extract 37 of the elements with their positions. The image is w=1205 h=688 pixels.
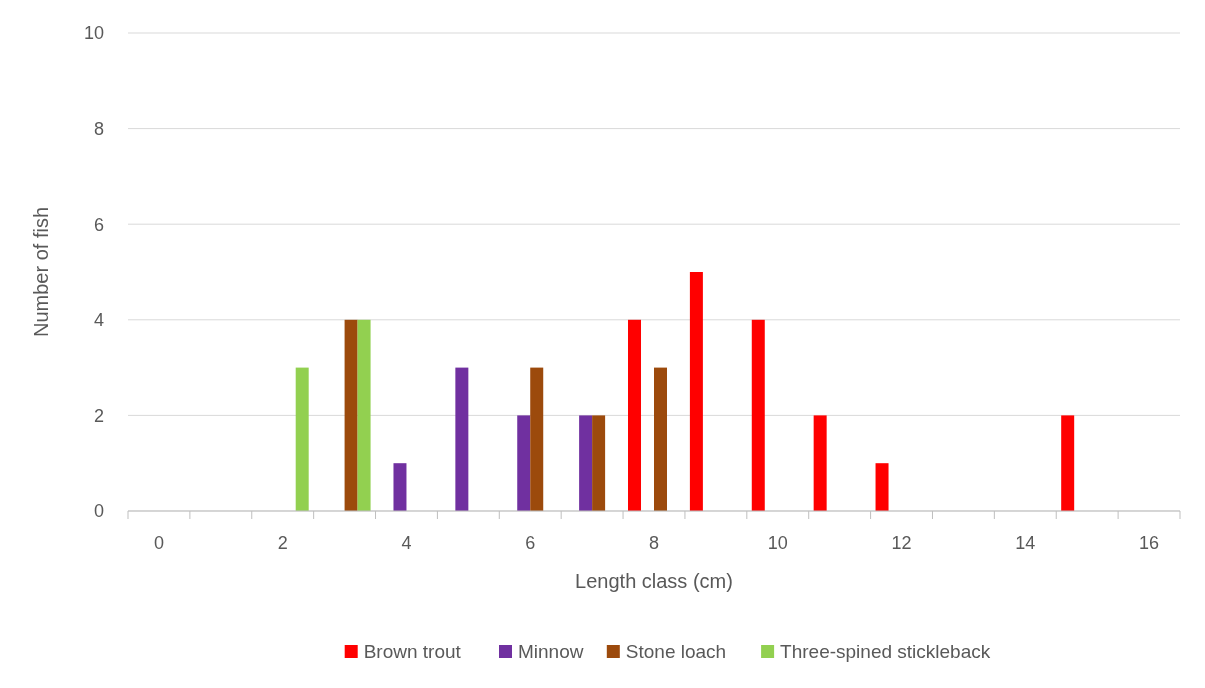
x-tick-label: 4 — [401, 533, 412, 553]
y-tick-label: 6 — [93, 214, 104, 235]
x-tick-label: 2 — [277, 533, 288, 553]
bar — [592, 415, 606, 511]
legend-label: Brown trout — [363, 640, 462, 662]
x-tick-label: 8 — [648, 533, 660, 553]
bar — [530, 367, 544, 511]
y-tick-label: 4 — [93, 310, 104, 331]
bar — [628, 319, 641, 511]
bar — [813, 415, 827, 511]
legend-label: Stone loach — [625, 640, 727, 662]
bar — [654, 367, 667, 511]
x-tick-label: 12 — [891, 533, 912, 553]
x-tick-label: 14 — [1015, 533, 1036, 553]
y-axis-title: Number of fish — [30, 206, 52, 338]
x-tick-label: 10 — [767, 533, 788, 553]
bar — [517, 415, 531, 511]
x-tick-label: 16 — [1139, 533, 1160, 553]
bar — [751, 319, 765, 511]
legend-label: Three-spined stickleback — [780, 640, 991, 662]
y-tick-label: 0 — [93, 501, 104, 522]
x-tick-label: 0 — [153, 533, 164, 553]
bar — [689, 272, 703, 511]
bar — [1061, 415, 1075, 511]
bar — [455, 367, 469, 511]
bar — [579, 415, 593, 511]
legend-label: Minnow — [518, 640, 584, 662]
bar — [875, 463, 889, 511]
y-tick-label: 8 — [93, 118, 104, 139]
x-axis-title: Length class (cm) — [575, 570, 733, 592]
bar — [393, 463, 407, 511]
y-tick-label: 2 — [93, 405, 104, 426]
y-tick-label: 10 — [83, 23, 104, 44]
bar — [295, 367, 309, 511]
bar — [357, 319, 371, 511]
bar — [344, 319, 358, 511]
x-tick-label: 6 — [525, 533, 536, 553]
